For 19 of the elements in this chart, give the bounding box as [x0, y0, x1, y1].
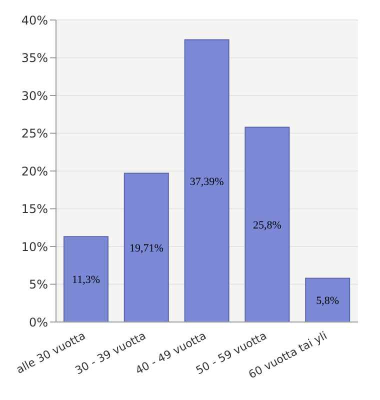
bar [184, 39, 230, 322]
y-tick-label: 25% [21, 126, 48, 141]
bar [244, 126, 290, 322]
data-label: 5,8% [316, 295, 340, 308]
y-tick-label: 35% [21, 51, 48, 66]
bar [124, 172, 169, 322]
data-label: 19,71% [129, 242, 164, 254]
y-tick-label: 10% [21, 240, 48, 254]
y-tick-label: 20% [21, 164, 48, 178]
data-label: 37,39% [190, 176, 224, 188]
bar [305, 278, 350, 322]
y-tick-label: 30% [21, 88, 48, 103]
data-label: 11,3% [72, 274, 100, 286]
y-tick-label: 40% [21, 13, 48, 28]
data-label: 25,8% [252, 220, 282, 232]
y-tick-label: 15% [21, 202, 48, 216]
y-tick-label: 0% [28, 315, 48, 330]
y-tick-label: 5% [28, 278, 48, 292]
bar [64, 236, 108, 322]
